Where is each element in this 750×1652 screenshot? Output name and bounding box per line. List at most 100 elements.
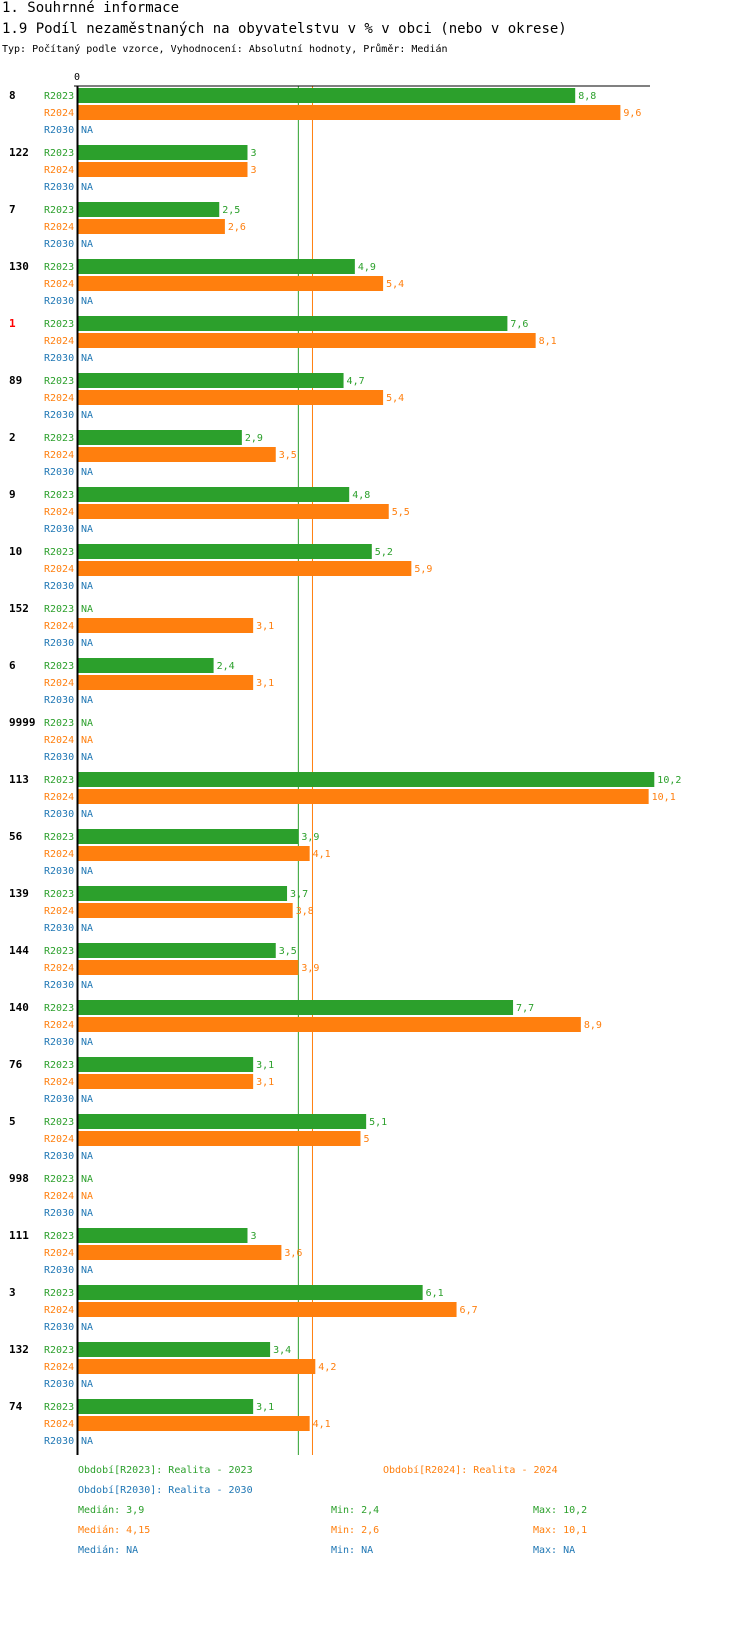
data-label-r2023: NA <box>81 604 93 615</box>
series-label-r2030: R2030 <box>44 296 74 307</box>
data-label-r2024: 4,2 <box>318 1362 336 1373</box>
data-label-r2030: NA <box>81 182 93 193</box>
series-label-r2023: R2023 <box>44 433 74 444</box>
series-label-r2024: R2024 <box>44 507 74 518</box>
bar-r2024 <box>78 162 248 177</box>
stat-min-r2024: Min: 2,6 <box>331 1525 380 1536</box>
data-label-r2023: 3,5 <box>279 946 297 957</box>
group-label: 89 <box>9 374 22 387</box>
data-label-r2030: NA <box>81 239 93 250</box>
data-label-r2030: NA <box>81 296 93 307</box>
series-label-r2023: R2023 <box>44 1003 74 1014</box>
series-label-r2024: R2024 <box>44 165 74 176</box>
group-label: 6 <box>9 659 16 672</box>
series-label-r2024: R2024 <box>44 336 74 347</box>
series-label-r2030: R2030 <box>44 239 74 250</box>
data-label-r2023: 2,5 <box>222 205 240 216</box>
series-label-r2030: R2030 <box>44 1151 74 1162</box>
data-label-r2024: 3 <box>251 165 257 176</box>
chart-subtitle: Typ: Počítaný podle vzorce, Vyhodnocení:… <box>2 44 448 55</box>
series-label-r2024: R2024 <box>44 393 74 404</box>
series-label-r2030: R2030 <box>44 410 74 421</box>
bar-r2023 <box>78 829 299 844</box>
stat-max-r2030: Max: NA <box>533 1545 576 1556</box>
series-label-r2024: R2024 <box>44 222 74 233</box>
data-label-r2023: 3,1 <box>256 1402 274 1413</box>
series-label-r2023: R2023 <box>44 1174 74 1185</box>
data-label-r2023: 8,8 <box>578 91 596 102</box>
legend-r2030: Období[R2030]: Realita - 2030 <box>78 1485 253 1496</box>
chart-title: 1.9 Podíl nezaměstnaných na obyvatelstvu… <box>2 21 567 37</box>
series-label-r2023: R2023 <box>44 604 74 615</box>
bar-r2024 <box>78 105 621 120</box>
group-label: 74 <box>9 1400 23 1413</box>
bar-r2023 <box>78 1399 254 1414</box>
bar-r2024 <box>78 1359 316 1374</box>
bar-r2024 <box>78 789 649 804</box>
series-label-r2023: R2023 <box>44 205 74 216</box>
data-label-r2023: 2,4 <box>217 661 235 672</box>
series-label-r2030: R2030 <box>44 809 74 820</box>
data-label-r2023: NA <box>81 718 93 729</box>
bar-r2024 <box>78 1245 282 1260</box>
bar-r2024 <box>78 618 254 633</box>
data-label-r2024: 6,7 <box>460 1305 478 1316</box>
series-label-r2024: R2024 <box>44 1248 74 1259</box>
data-label-r2023: 3,7 <box>290 889 308 900</box>
bar-r2024 <box>78 561 412 576</box>
data-label-r2023: 5,1 <box>369 1117 387 1128</box>
group-label: 139 <box>9 887 29 900</box>
data-label-r2024: 3,1 <box>256 621 274 632</box>
series-label-r2024: R2024 <box>44 564 74 575</box>
group-label: 111 <box>9 1229 29 1242</box>
group-label: 5 <box>9 1115 16 1128</box>
bar-r2023 <box>78 886 288 901</box>
series-label-r2023: R2023 <box>44 1117 74 1128</box>
stat-median-r2024: Medián: 4,15 <box>78 1525 151 1536</box>
data-label-r2023: 2,9 <box>245 433 263 444</box>
group-label: 56 <box>9 830 23 843</box>
data-label-r2023: 6,1 <box>426 1288 444 1299</box>
data-label-r2030: NA <box>81 581 93 592</box>
data-label-r2023: 3 <box>251 1231 257 1242</box>
series-label-r2024: R2024 <box>44 735 74 746</box>
data-label-r2030: NA <box>81 1265 93 1276</box>
bar-r2023 <box>78 1114 367 1129</box>
group-label: 8 <box>9 89 16 102</box>
series-label-r2024: R2024 <box>44 792 74 803</box>
series-label-r2023: R2023 <box>44 376 74 387</box>
group-label: 998 <box>9 1172 29 1185</box>
bar-r2024 <box>78 333 536 348</box>
series-label-r2024: R2024 <box>44 108 74 119</box>
bar-r2023 <box>78 1057 254 1072</box>
group-label: 9 <box>9 488 16 501</box>
data-label-r2030: NA <box>81 866 93 877</box>
data-label-r2024: 5,4 <box>386 279 404 290</box>
group-label: 130 <box>9 260 29 273</box>
bar-r2023 <box>78 88 576 103</box>
bar-r2023 <box>78 145 248 160</box>
stat-min-r2030: Min: NA <box>331 1545 374 1556</box>
bar-r2024 <box>78 675 254 690</box>
data-label-r2024: 5,4 <box>386 393 404 404</box>
data-label-r2024: 2,6 <box>228 222 246 233</box>
stat-median-r2023: Medián: 3,9 <box>78 1505 145 1516</box>
series-label-r2024: R2024 <box>44 963 74 974</box>
bar-r2024 <box>78 219 225 234</box>
stat-median-r2030: Medián: NA <box>78 1545 139 1556</box>
bar-r2024 <box>78 1302 457 1317</box>
series-label-r2024: R2024 <box>44 678 74 689</box>
series-label-r2024: R2024 <box>44 1191 74 1202</box>
series-label-r2023: R2023 <box>44 1402 74 1413</box>
data-label-r2024: 9,6 <box>623 108 641 119</box>
series-label-r2023: R2023 <box>44 832 74 843</box>
series-label-r2030: R2030 <box>44 638 74 649</box>
series-label-r2030: R2030 <box>44 524 74 535</box>
series-label-r2030: R2030 <box>44 1265 74 1276</box>
data-label-r2024: 3,1 <box>256 1077 274 1088</box>
data-label-r2024: 8,9 <box>584 1020 602 1031</box>
data-label-r2030: NA <box>81 923 93 934</box>
series-label-r2023: R2023 <box>44 1288 74 1299</box>
data-label-r2030: NA <box>81 1436 93 1447</box>
data-label-r2024: 3,1 <box>256 678 274 689</box>
